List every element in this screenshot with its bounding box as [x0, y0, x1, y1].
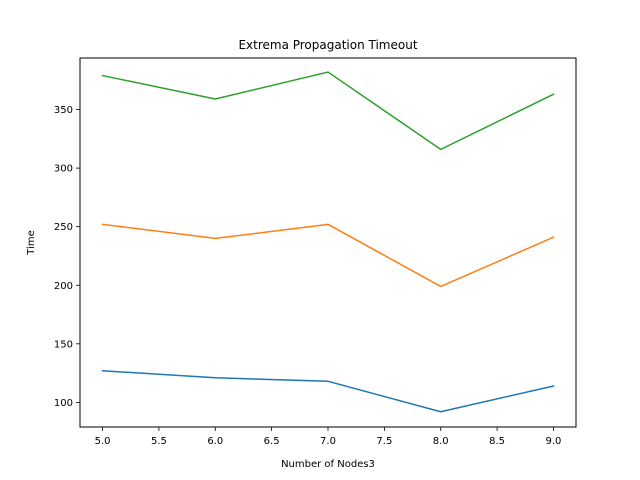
x-axis: 5.0 5.5 6.0 6.5 7.0 7.5 8.0 8.5 9.0 — [95, 427, 562, 447]
y-tick-label: 250 — [54, 222, 73, 233]
x-tick-label: 8.0 — [433, 436, 449, 447]
chart-title: Extrema Propagation Timeout — [238, 38, 417, 52]
x-axis-label: Number of Nodes3 — [281, 459, 375, 470]
y-tick-label: 350 — [54, 105, 73, 116]
series-line-1 — [101, 369, 555, 413]
x-tick-label: 7.0 — [320, 436, 336, 447]
x-tick-label: 5.5 — [151, 436, 167, 447]
y-tick-label: 150 — [54, 339, 73, 350]
series-line-2 — [101, 223, 555, 288]
x-tick-label: 6.0 — [207, 436, 223, 447]
y-tick-label: 200 — [54, 281, 73, 292]
x-tick-label: 8.5 — [489, 436, 505, 447]
y-axis: 100 150 200 250 300 350 — [54, 105, 80, 409]
x-tick-label: 7.5 — [376, 436, 392, 447]
x-tick-label: 6.5 — [264, 436, 280, 447]
y-tick-label: 300 — [54, 164, 73, 175]
y-tick-label: 100 — [54, 398, 73, 409]
series-layer — [101, 71, 555, 413]
x-tick-label: 9.0 — [546, 436, 562, 447]
y-axis-label: Time — [26, 230, 37, 255]
x-tick-label: 5.0 — [95, 436, 111, 447]
series-line-3 — [101, 71, 555, 151]
